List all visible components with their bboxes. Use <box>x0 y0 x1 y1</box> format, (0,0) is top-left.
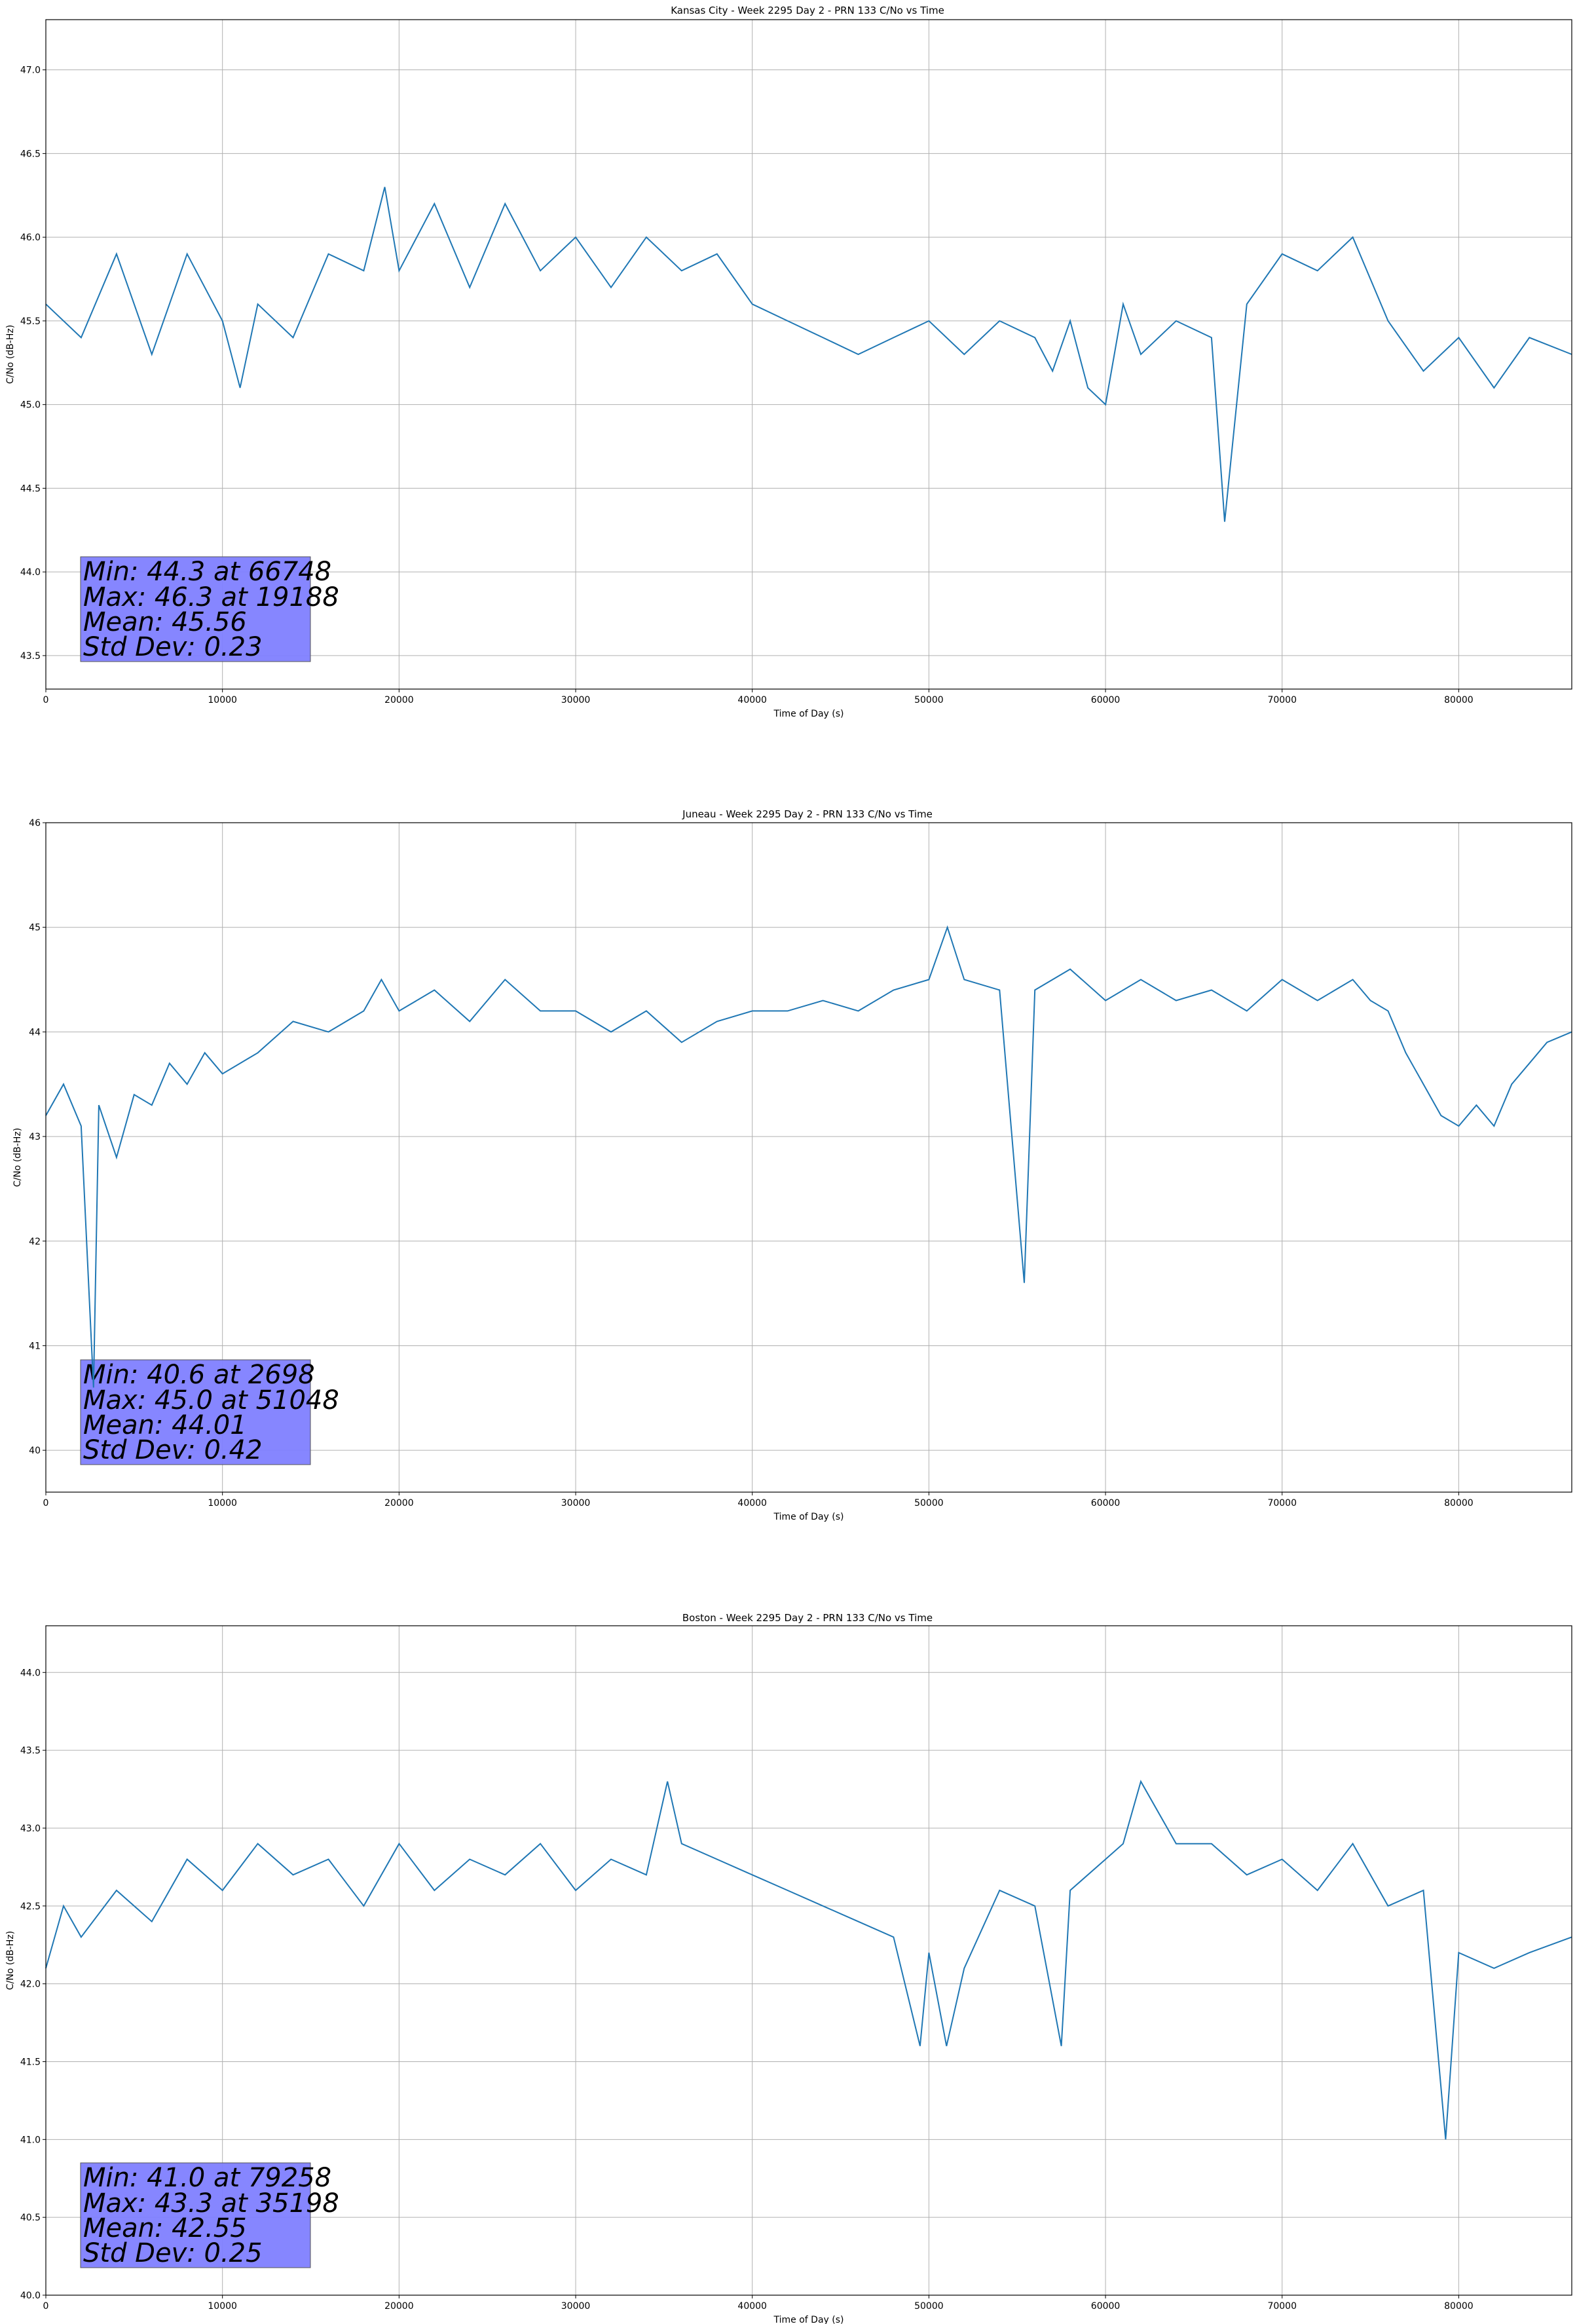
y-tick-label: 40.0 <box>20 2291 41 2301</box>
y-tick-label: 43.5 <box>20 1746 41 1756</box>
x-tick-label: 60000 <box>1091 695 1121 705</box>
x-tick-label: 80000 <box>1444 2301 1474 2312</box>
y-tick-label: 44.5 <box>20 483 41 494</box>
x-ticks: 0 10000 20000 30000 40000 50000 60000 70000 8000… <box>43 689 1474 705</box>
y-tick-label: 43.0 <box>20 1824 41 1834</box>
stats-min: Min: 44.3 at 66748 <box>83 557 331 587</box>
y-tick-label: 45.0 <box>20 400 41 411</box>
y-tick-label: 44 <box>29 1027 41 1038</box>
stats-box-background <box>80 1359 311 1465</box>
gridlines <box>45 1626 1572 2296</box>
x-tick-label: 50000 <box>914 2301 944 2312</box>
stats-min: Min: 40.6 at 2698 <box>83 1360 315 1390</box>
plot-area-frame <box>45 19 1572 690</box>
y-tick-label: 46 <box>29 818 41 829</box>
y-tick-label: 43 <box>29 1132 41 1142</box>
x-tick-label: 20000 <box>384 1498 414 1509</box>
y-tick-label: 46.5 <box>20 149 41 159</box>
x-tick-label: 60000 <box>1091 1498 1121 1509</box>
y-axis-label: C/No (dB-Hz) <box>12 1128 23 1187</box>
x-tick-label: 50000 <box>914 1498 944 1509</box>
x-tick-label: 40000 <box>737 695 767 705</box>
x-axis-label: Time of Day (s) <box>773 2315 844 2324</box>
y-tick-label: 46.0 <box>20 233 41 243</box>
y-axis-label: C/No (dB-Hz) <box>5 325 16 384</box>
y-tick-label: 42.0 <box>20 1979 41 1990</box>
x-tick-label: 30000 <box>561 695 591 705</box>
y-tick-label: 41.5 <box>20 2057 41 2067</box>
stats-box-background <box>80 2162 311 2268</box>
stats-mean: Mean: 45.56 <box>83 607 247 637</box>
stats-std-dev: Std Dev: 0.23 <box>83 632 263 662</box>
chart-juneau: Juneau - Week 2295 Day 2 - PRN 133 C/No … <box>12 808 1572 1522</box>
x-axis-label: Time of Day (s) <box>773 1512 844 1522</box>
y-tick-label: 44.0 <box>20 1668 41 1678</box>
x-tick-label: 30000 <box>561 2301 591 2312</box>
x-tick-label: 70000 <box>1267 695 1297 705</box>
y-tick-label: 45 <box>29 923 41 933</box>
x-tick-label: 20000 <box>384 695 414 705</box>
series-cno <box>45 187 1572 522</box>
y-tick-label: 44.0 <box>20 567 41 578</box>
stats-min: Min: 41.0 at 79258 <box>83 2163 331 2193</box>
stats-box: Min: 41.0 at 79258 Max: 43.3 at 35198 Me… <box>80 2162 339 2268</box>
chart-title: Juneau - Week 2295 Day 2 - PRN 133 C/No … <box>682 808 933 820</box>
y-tick-label: 40.5 <box>20 2213 41 2223</box>
x-tick-label: 30000 <box>561 1498 591 1509</box>
stats-box: Min: 44.3 at 66748 Max: 46.3 at 19188 Me… <box>80 556 339 662</box>
series-cno <box>45 1780 1572 2140</box>
stats-std-dev: Std Dev: 0.42 <box>83 1435 263 1465</box>
x-tick-label: 10000 <box>208 1498 237 1509</box>
stats-box: Min: 40.6 at 2698 Max: 45.0 at 51048 Mea… <box>80 1359 339 1465</box>
x-tick-label: 50000 <box>914 695 944 705</box>
x-tick-label: 40000 <box>737 2301 767 2312</box>
x-tick-label: 70000 <box>1267 1498 1297 1509</box>
x-tick-label: 70000 <box>1267 2301 1297 2312</box>
plot-area-frame <box>45 1625 1572 2296</box>
x-ticks: 0 10000 20000 30000 40000 50000 60000 70000 8000… <box>43 2295 1474 2312</box>
x-tick-label: 20000 <box>384 2301 414 2312</box>
x-tick-label: 10000 <box>208 695 237 705</box>
chart-kansas-city: Kansas City - Week 2295 Day 2 - PRN 133 … <box>5 5 1572 719</box>
y-tick-label: 45.5 <box>20 316 41 327</box>
y-tick-label: 42 <box>29 1237 41 1247</box>
stats-max: Max: 46.3 at 19188 <box>83 582 339 612</box>
series-line <box>45 1780 1572 2140</box>
series-line <box>45 187 1572 522</box>
y-ticks: 43.5 44.0 44.5 45.0 45.5 46.0 46.5 47.0 <box>20 66 46 662</box>
chart-boston: Boston - Week 2295 Day 2 - PRN 133 C/No … <box>5 1612 1572 2324</box>
chart-title: Boston - Week 2295 Day 2 - PRN 133 C/No … <box>682 1612 933 1624</box>
chart-title: Kansas City - Week 2295 Day 2 - PRN 133 … <box>671 5 944 16</box>
y-tick-label: 41.0 <box>20 2135 41 2145</box>
x-tick-label: 60000 <box>1091 2301 1121 2312</box>
x-tick-label: 0 <box>43 1498 49 1509</box>
y-ticks: 40 41 42 43 44 45 46 <box>29 818 46 1456</box>
x-tick-label: 80000 <box>1444 695 1474 705</box>
series-line <box>45 925 1572 1388</box>
x-axis-label: Time of Day (s) <box>773 709 844 719</box>
y-tick-label: 43.5 <box>20 651 41 662</box>
stats-std-dev: Std Dev: 0.25 <box>83 2238 263 2268</box>
x-tick-label: 80000 <box>1444 1498 1474 1509</box>
x-tick-label: 0 <box>43 695 49 705</box>
stats-max: Max: 43.3 at 35198 <box>83 2188 339 2219</box>
stats-box-background <box>80 556 311 662</box>
y-tick-label: 41 <box>29 1341 41 1351</box>
stats-max: Max: 45.0 at 51048 <box>83 1385 339 1415</box>
stats-mean: Mean: 44.01 <box>83 1410 247 1440</box>
series-cno <box>45 925 1572 1388</box>
y-ticks: 40.0 40.5 41.0 41.5 42.0 42.5 43.0 43.5 44.0 <box>20 1668 46 2301</box>
plot-area-frame <box>45 822 1572 1493</box>
x-tick-label: 40000 <box>737 1498 767 1509</box>
x-ticks: 0 10000 20000 30000 40000 50000 60000 70000 8000… <box>43 1492 1474 1509</box>
y-tick-label: 47.0 <box>20 66 41 76</box>
x-tick-label: 10000 <box>208 2301 237 2312</box>
x-tick-label: 0 <box>43 2301 49 2312</box>
stats-mean: Mean: 42.55 <box>83 2213 247 2243</box>
y-tick-label: 42.5 <box>20 1902 41 1912</box>
y-axis-label: C/No (dB-Hz) <box>5 1931 16 1990</box>
y-tick-label: 40 <box>29 1446 41 1456</box>
